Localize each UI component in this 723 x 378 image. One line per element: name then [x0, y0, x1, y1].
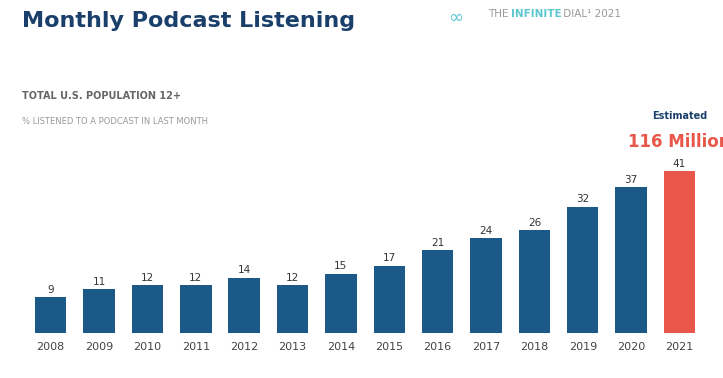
Text: % LISTENED TO A PODCAST IN LAST MONTH: % LISTENED TO A PODCAST IN LAST MONTH: [22, 117, 208, 126]
Text: Monthly Podcast Listening: Monthly Podcast Listening: [22, 11, 355, 31]
Bar: [664, 172, 696, 333]
Text: TOTAL U.S. POPULATION 12+: TOTAL U.S. POPULATION 12+: [22, 91, 181, 101]
Text: 116 Million: 116 Million: [628, 133, 723, 151]
Bar: [374, 266, 405, 333]
Bar: [615, 187, 647, 333]
Bar: [228, 277, 260, 333]
Text: 17: 17: [382, 254, 396, 263]
Text: 26: 26: [528, 218, 541, 228]
Bar: [180, 285, 212, 333]
Text: 12: 12: [141, 273, 154, 283]
Text: 11: 11: [93, 277, 106, 287]
Text: ∞: ∞: [448, 9, 463, 28]
Bar: [567, 207, 599, 333]
Bar: [471, 238, 502, 333]
Text: Estimated: Estimated: [652, 111, 707, 121]
Text: DIAL¹ 2021: DIAL¹ 2021: [560, 9, 621, 19]
Bar: [422, 250, 453, 333]
Text: 32: 32: [576, 195, 589, 204]
Text: 21: 21: [431, 238, 445, 248]
Text: 12: 12: [286, 273, 299, 283]
Bar: [325, 274, 356, 333]
Bar: [35, 297, 67, 333]
Bar: [277, 285, 308, 333]
Bar: [132, 285, 163, 333]
Text: THE: THE: [488, 9, 512, 19]
Text: 15: 15: [334, 261, 348, 271]
Text: INFINITE: INFINITE: [511, 9, 562, 19]
Text: 12: 12: [189, 273, 202, 283]
Text: 24: 24: [479, 226, 492, 236]
Text: 9: 9: [48, 285, 54, 295]
Bar: [518, 231, 550, 333]
Text: 37: 37: [625, 175, 638, 185]
Bar: [83, 290, 115, 333]
Text: 41: 41: [673, 159, 686, 169]
Text: 14: 14: [238, 265, 251, 275]
